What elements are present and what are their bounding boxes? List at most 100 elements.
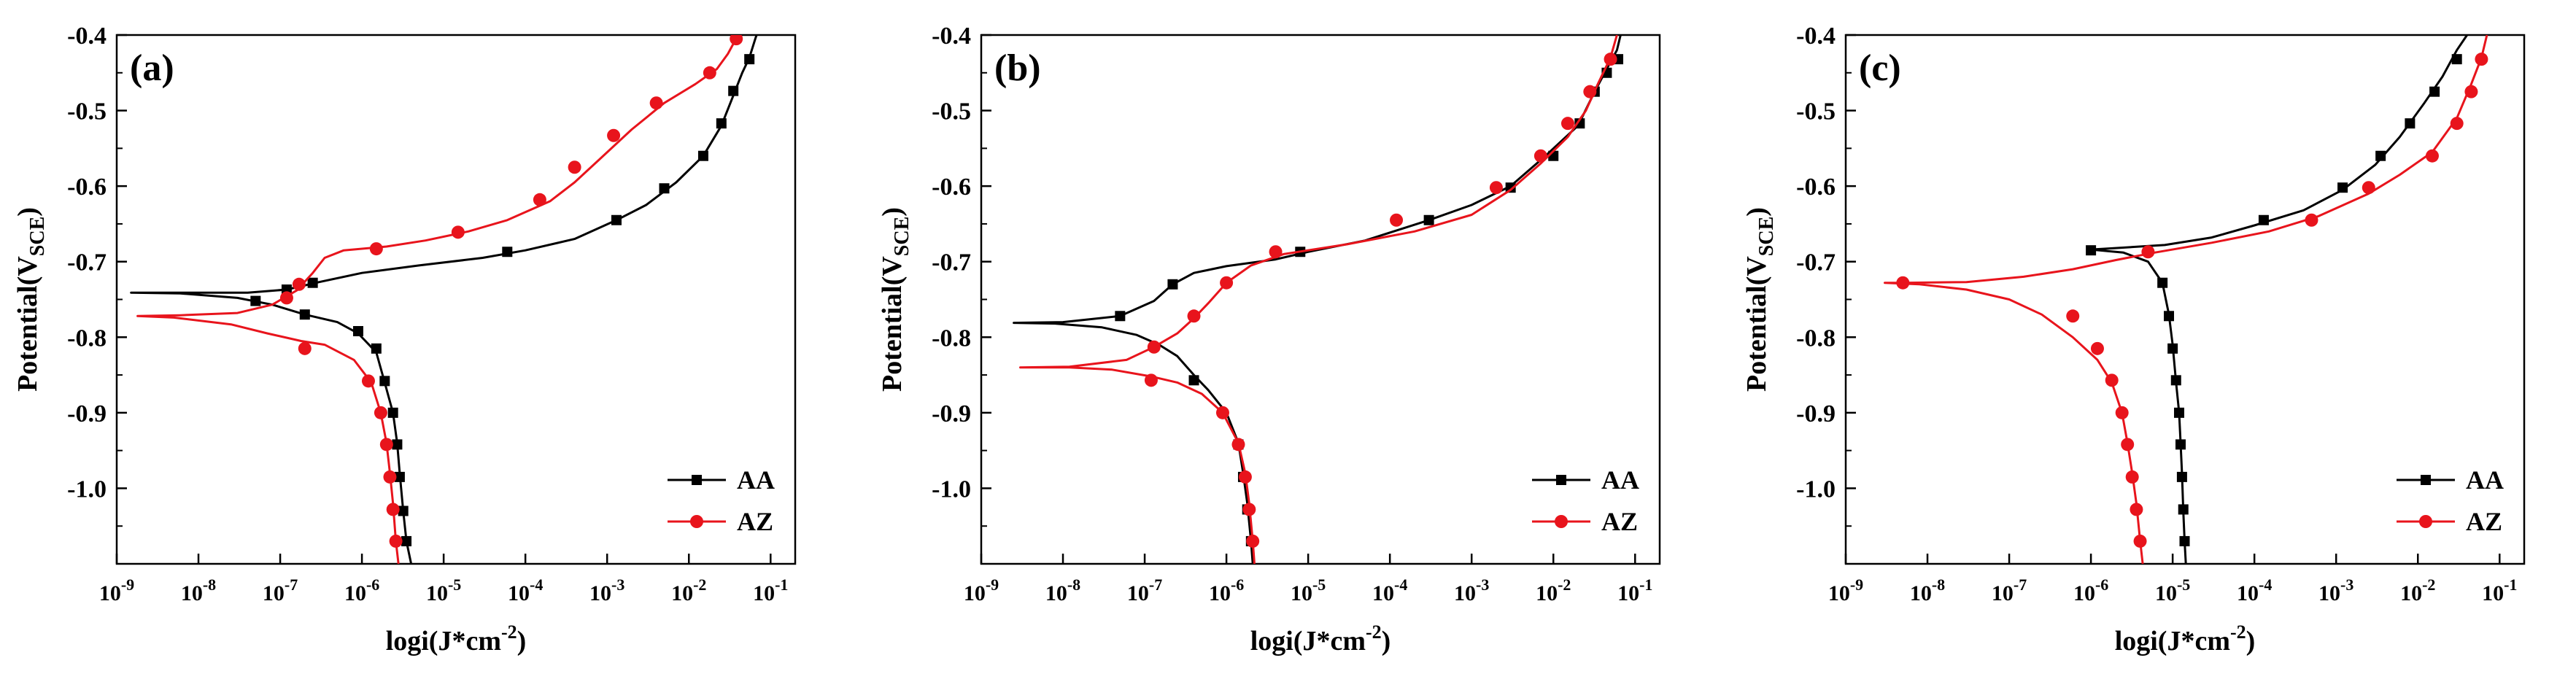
x-tick-label: 10-2 (2400, 576, 2435, 605)
legend-label-aa: AA (1601, 465, 1639, 495)
x-tick-label: 10-9 (99, 576, 134, 605)
x-tick-label: 10-6 (344, 576, 379, 605)
data-point-aa (2175, 439, 2186, 450)
data-point-aa (1505, 182, 1516, 193)
x-tick-label: 10-6 (1209, 576, 1244, 605)
x-tick-label: 10-5 (426, 576, 461, 605)
data-point-aa (2405, 118, 2416, 129)
series-line-aa (130, 35, 758, 564)
y-tick-label: -0.4 (932, 23, 971, 50)
data-point-az (1238, 470, 1252, 484)
data-point-az (386, 503, 400, 516)
data-point-aa (371, 343, 382, 354)
series-line-az (1019, 35, 1618, 564)
data-point-aa (387, 407, 398, 418)
y-tick-label: -0.8 (1796, 325, 1836, 352)
data-point-aa (744, 54, 755, 65)
x-tick-label: 10-1 (1617, 576, 1652, 605)
data-point-az (2115, 406, 2129, 419)
series-line-aa (1013, 35, 1622, 564)
legend-marker-az (2419, 515, 2432, 528)
x-tick-label: 10-1 (753, 576, 788, 605)
data-point-aa (2157, 277, 2168, 288)
data-point-aa (2164, 311, 2175, 322)
y-tick-label: -0.4 (1796, 23, 1836, 50)
data-point-aa (250, 295, 261, 306)
x-tick-label: 10-6 (2073, 576, 2108, 605)
data-point-az (292, 277, 306, 291)
data-point-az (1269, 245, 1283, 259)
data-point-az (2305, 213, 2318, 227)
data-point-az (703, 66, 716, 80)
data-point-aa (2178, 504, 2189, 515)
data-point-aa (716, 118, 727, 129)
x-axis-label: logi(J*cm-2) (1250, 621, 1391, 656)
y-tick-label: -0.6 (67, 174, 107, 201)
data-point-aa (2375, 150, 2386, 161)
data-point-aa (2258, 214, 2269, 225)
data-point-aa (2174, 407, 2185, 418)
y-tick-label: -0.5 (932, 98, 971, 125)
y-tick-label: -0.4 (67, 23, 107, 50)
data-point-aa (352, 326, 363, 336)
data-point-aa (2086, 245, 2097, 256)
legend-marker-az (690, 515, 703, 528)
y-axis-label: Potential(VSCE) (12, 207, 49, 392)
x-tick-label: 10-8 (1045, 576, 1080, 605)
y-axis-label: Potential(VSCE) (1741, 207, 1778, 392)
data-point-az (2090, 341, 2104, 355)
data-point-az (568, 160, 581, 174)
data-point-az (1144, 373, 1158, 387)
x-tick-label: 10-1 (2482, 576, 2517, 605)
data-point-az (2066, 309, 2080, 323)
data-point-aa (1167, 279, 1178, 290)
panel-label-a: (a) (130, 47, 174, 89)
data-point-az (1220, 276, 1234, 290)
series-line-az (1884, 35, 2488, 564)
data-point-az (1187, 309, 1201, 323)
y-tick-label: -1.0 (1796, 476, 1836, 503)
data-point-az (1604, 53, 1617, 66)
data-point-aa (2179, 535, 2190, 546)
legend-label-az: AZ (1601, 507, 1638, 536)
x-tick-label: 10-8 (1910, 576, 1945, 605)
x-tick-label: 10-4 (2237, 576, 2272, 605)
data-point-aa (502, 247, 513, 257)
y-tick-label: -1.0 (67, 476, 107, 503)
data-point-az (2450, 117, 2464, 131)
legend-marker-aa (2421, 475, 2431, 485)
data-point-aa (2337, 182, 2348, 193)
data-point-aa (1423, 214, 1434, 225)
data-point-aa (697, 150, 708, 161)
data-point-aa (2176, 471, 2187, 482)
data-point-aa (2167, 343, 2178, 354)
data-point-az (2133, 534, 2147, 548)
data-point-az (361, 374, 375, 388)
x-axis-label: logi(J*cm-2) (2115, 621, 2256, 656)
panel-c: (c) -0.4 -0.5 -0.6 -0.7 -0.8 -0.9 -1.0 10-9 10-8… (1741, 23, 2526, 656)
data-point-az (1560, 117, 1574, 131)
data-point-az (1390, 213, 1404, 227)
data-point-aa (392, 439, 403, 450)
data-point-az (389, 534, 403, 548)
data-point-az (451, 225, 465, 239)
data-point-az (1896, 276, 1910, 290)
data-point-az (2362, 181, 2375, 195)
data-point-aa (611, 214, 622, 225)
x-tick-label: 10-9 (964, 576, 999, 605)
data-point-az (1533, 149, 1547, 163)
data-point-az (1242, 503, 1256, 516)
plot-area (1884, 35, 2488, 564)
data-point-az (2125, 470, 2139, 484)
x-tick-label: 10-2 (1536, 576, 1571, 605)
y-axis-label: Potential(VSCE) (877, 207, 913, 392)
data-point-az (2121, 438, 2135, 452)
data-point-az (2130, 503, 2143, 516)
y-tick-label: -0.7 (1796, 249, 1836, 276)
legend-label-aa: AA (737, 465, 775, 495)
y-tick-label: -0.6 (1796, 174, 1836, 201)
data-point-az (2475, 53, 2488, 66)
legend-label-az: AZ (2466, 507, 2502, 536)
x-tick-label: 10-3 (589, 576, 624, 605)
